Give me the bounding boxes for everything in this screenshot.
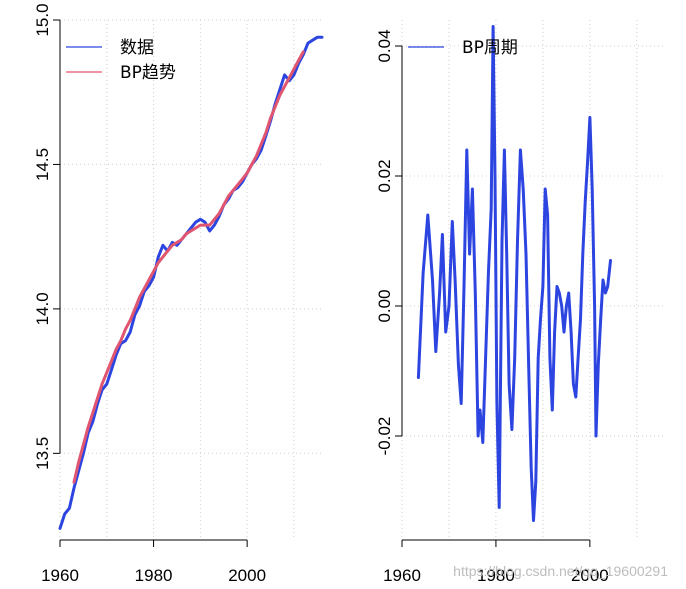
y-tick-label: 14.5 (33, 148, 52, 181)
y-tick-label: 0.00 (375, 289, 394, 322)
x-tick-label: 1960 (41, 566, 79, 585)
series-line-2 (72, 50, 305, 484)
x-tick-label: 2000 (228, 566, 266, 585)
x-tick-label: 2000 (571, 566, 609, 585)
series-line-1 (58, 35, 324, 530)
y-tick-label: -0.02 (375, 417, 394, 456)
watermark: https://blog.csdn.net/qq_19600291 (453, 563, 668, 579)
x-tick-label: 1960 (383, 566, 421, 585)
y-tick-label: 14.0 (33, 292, 52, 325)
series-line-1 (416, 25, 612, 522)
left-chart-panel: 13.5 14.0 14.5 15.0 1960 1980 2000 数据 BP趋势 (33, 3, 324, 585)
y-tick-label: 0.02 (375, 159, 394, 192)
x-tick-label: 1980 (477, 566, 515, 585)
legend-label: 数据 (120, 38, 154, 58)
legend-label: BP趋势 (120, 63, 176, 83)
legend-label: BP周期 (462, 38, 518, 58)
x-tick-label: 1980 (135, 566, 173, 585)
y-tick-label: 13.5 (33, 437, 52, 470)
y-tick-label: 15.0 (33, 3, 52, 36)
y-tick-label: 0.04 (375, 29, 394, 62)
right-chart-panel: -0.02 0.00 0.02 0.04 1960 1980 2000 BP周期 (375, 20, 665, 585)
